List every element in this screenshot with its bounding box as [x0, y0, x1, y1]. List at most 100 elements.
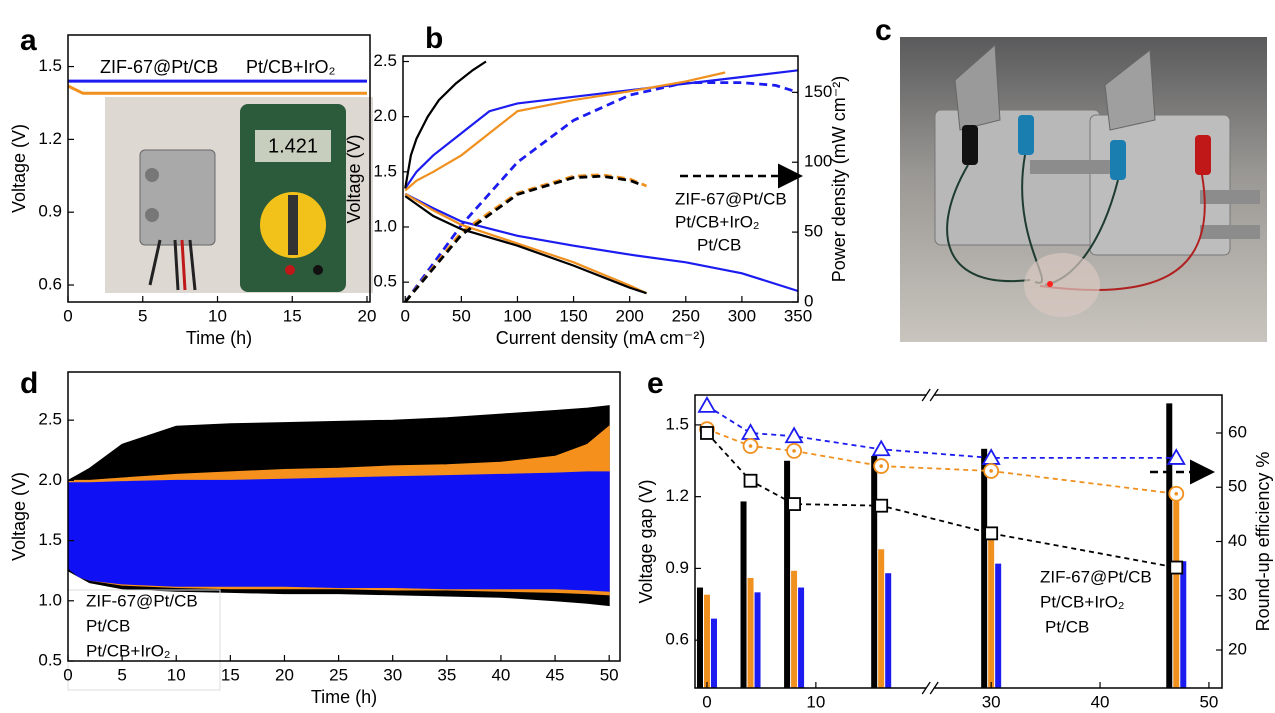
- y2-axis-label: Power density (mW cm⁻²): [829, 76, 849, 283]
- x-tick-label: 40: [491, 665, 510, 684]
- efficiency-line: [706, 405, 1177, 459]
- discharge-curve: [404, 192, 647, 295]
- marker: [697, 396, 717, 413]
- charge-curve: [404, 60, 487, 189]
- x-tick-label: 0: [702, 692, 711, 711]
- bar: [784, 460, 791, 688]
- bar: [1166, 403, 1173, 688]
- y-tick-label: 1.2: [665, 486, 689, 505]
- bar: [1173, 501, 1180, 688]
- y-tick-label: 0.9: [665, 558, 689, 577]
- y-tick-label: 0.6: [38, 274, 62, 293]
- charge-curve: [404, 69, 799, 190]
- plot-frame: [67, 371, 621, 662]
- y-axis-label: Voltage (V): [9, 124, 29, 213]
- line: [67, 84, 367, 95]
- y-tick-label: 1.5: [38, 530, 62, 549]
- marker: [1166, 448, 1186, 465]
- y-tick-label: 1.0: [373, 216, 397, 235]
- discharge-curve: [404, 195, 647, 295]
- legend-label: ZIF-67@Pt/CB: [1040, 567, 1152, 586]
- x-tick-label: 200: [615, 306, 643, 325]
- voltage-band: [67, 471, 610, 592]
- bar: [747, 577, 754, 688]
- axis-break: [929, 388, 939, 402]
- x-tick-label: 15: [283, 306, 302, 325]
- panel-label: e: [647, 367, 664, 400]
- meter-display: 1.421: [268, 135, 318, 157]
- y-tick-label: 1.5: [373, 161, 397, 180]
- axis-break: [921, 681, 931, 695]
- marker: [787, 497, 801, 511]
- power-curve: [404, 174, 642, 303]
- y2-tick-label: 60: [1228, 422, 1247, 441]
- x-tick-label: 35: [437, 665, 456, 684]
- x-tick-label: 0: [63, 306, 72, 325]
- x-tick-label: 45: [546, 665, 565, 684]
- efficiency-line: [706, 428, 1177, 495]
- axis-break-gap: [926, 685, 935, 691]
- axis-break: [921, 388, 931, 402]
- bar: [798, 587, 805, 688]
- legend-label: Pt/CB+IrO₂: [1040, 592, 1125, 611]
- marker: [740, 423, 761, 440]
- bar: [791, 570, 798, 688]
- y-tick-label: 0.9: [38, 202, 62, 221]
- legend-label: ZIF-67@Pt/CB: [100, 57, 218, 77]
- y-axis-label: Voltage gap (V): [636, 479, 656, 603]
- panel-label: c: [875, 14, 892, 47]
- bar: [988, 539, 995, 688]
- x-tick-label: 50: [1199, 692, 1218, 711]
- legend-label: Pt/CB: [697, 235, 741, 254]
- marker-dot: [1174, 491, 1179, 496]
- charge-curve: [404, 71, 726, 192]
- bar: [871, 455, 878, 688]
- y-tick-label: 0.5: [373, 272, 397, 291]
- bar: [740, 501, 747, 688]
- axis-break-gap: [926, 392, 935, 398]
- bar: [754, 592, 761, 688]
- y-axis-label: Voltage (V): [344, 134, 364, 223]
- x-tick-label: 150: [559, 306, 587, 325]
- legend-label: ZIF-67@Pt/CB: [86, 591, 198, 610]
- legend-label: Pt/CB+IrO₂: [675, 212, 760, 231]
- y-tick-label: 0.6: [665, 630, 689, 649]
- power-curve: [404, 81, 799, 303]
- plot-frame: [402, 55, 799, 303]
- x-tick-label: 5: [117, 665, 126, 684]
- marker: [871, 439, 891, 457]
- y2-tick-label: 50: [804, 222, 823, 241]
- legend-label: ZIF-67@Pt/CB: [675, 189, 787, 208]
- y-tick-label: 0.5: [38, 650, 62, 669]
- x-tick-label: 100: [503, 306, 531, 325]
- x-axis-label: Time (h): [186, 328, 252, 348]
- y-tick-label: 2.0: [373, 106, 397, 125]
- x-tick-label: 0: [401, 306, 410, 325]
- y2-tick-label: 40: [1228, 531, 1247, 550]
- marker: [784, 426, 804, 444]
- y2-tick-label: 100: [804, 152, 832, 171]
- x-axis-label: Time (h): [311, 687, 377, 707]
- bar: [995, 563, 1002, 688]
- x-tick-label: 30: [982, 692, 1001, 711]
- y-tick-label: 1.5: [38, 56, 62, 75]
- power-curve: [404, 173, 648, 303]
- x-tick-label: 300: [728, 306, 756, 325]
- plot-frame: [67, 34, 371, 303]
- x-tick-label: 350: [784, 306, 812, 325]
- bar: [981, 448, 988, 688]
- photo: [900, 37, 1267, 342]
- x-tick-label: 40: [1091, 692, 1110, 711]
- x-tick-label: 10: [806, 692, 825, 711]
- y-axis-label: Voltage (V): [9, 472, 29, 561]
- plot-frame: [694, 394, 1223, 689]
- efficiency-line: [706, 432, 1177, 569]
- y-tick-label: 1.0: [38, 590, 62, 609]
- marker-dot: [792, 449, 796, 453]
- marker-dot: [748, 444, 753, 448]
- x-tick-label: 30: [383, 665, 402, 684]
- y-tick-label: 1.2: [38, 129, 62, 148]
- marker: [984, 526, 999, 541]
- x-tick-label: 50: [600, 665, 619, 684]
- y2-axis-label: Round-up efficiency %: [1253, 452, 1273, 632]
